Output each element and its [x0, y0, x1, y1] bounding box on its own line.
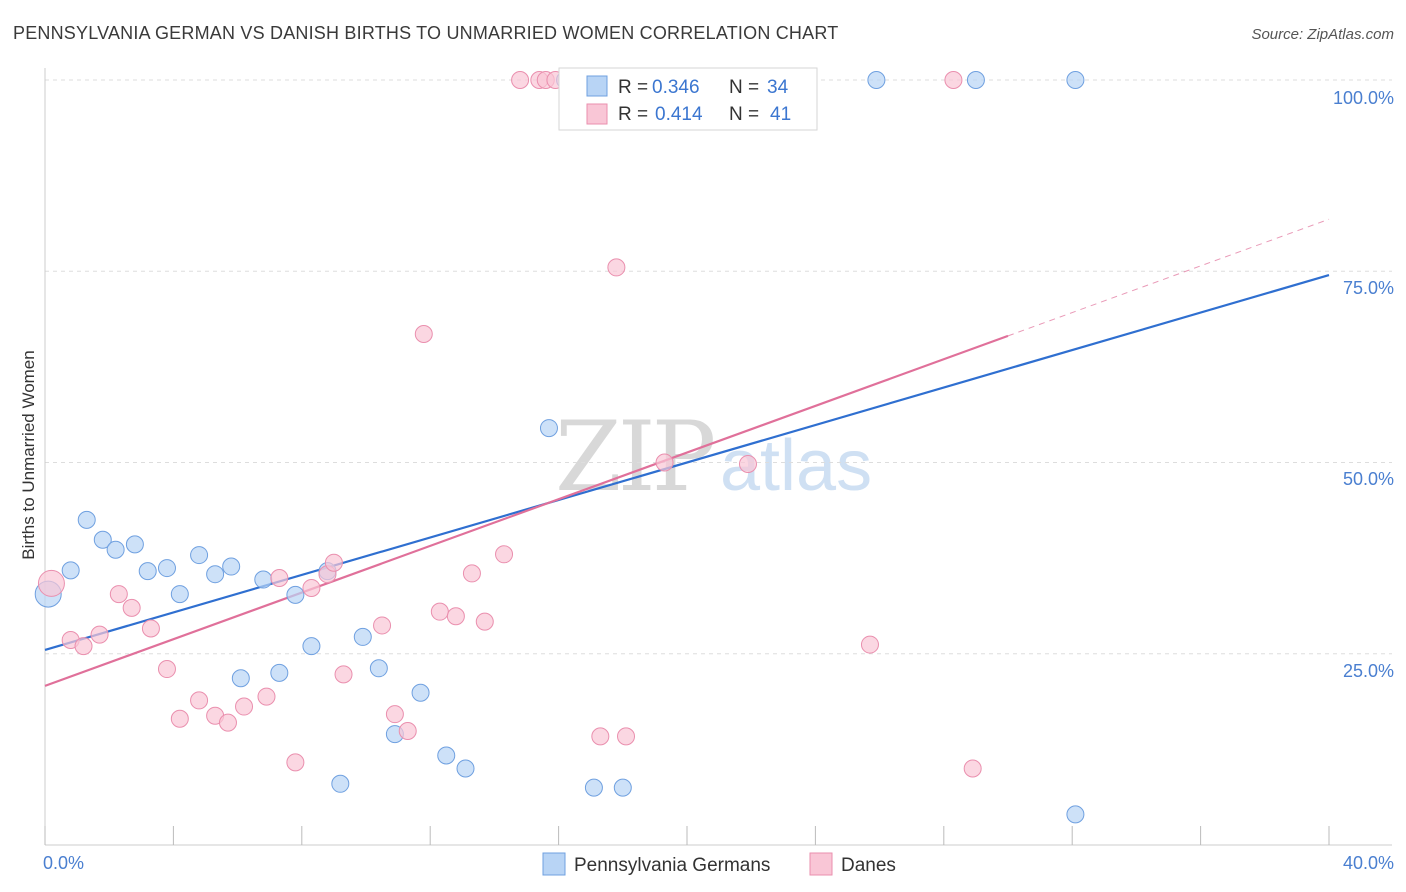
y-tick-label-25: 25.0% [1343, 661, 1394, 681]
data-point-series-1 [286, 585, 305, 604]
data-point-series-2 [414, 324, 433, 343]
legend-r-value-2: 0.414 [655, 104, 703, 125]
y-axis-label: Births to Unmarried Women [19, 350, 38, 559]
data-point-series-2 [141, 619, 160, 638]
data-point-series-1 [437, 746, 456, 765]
data-point-series-2 [302, 578, 321, 597]
data-point-series-2 [655, 453, 674, 472]
data-point-series-1 [302, 637, 321, 656]
data-point-series-2 [334, 665, 353, 684]
data-point-series-2 [963, 759, 982, 778]
x-tick-label-min: 0.0% [43, 853, 84, 873]
data-point-series-1 [170, 585, 189, 604]
data-point-series-2 [944, 71, 963, 89]
data-point-series-2 [257, 687, 276, 706]
data-point-series-2 [235, 697, 254, 716]
series-legend-label-pennsylvania-germans: Pennsylvania Germans [574, 855, 770, 876]
data-point-series-2 [617, 727, 636, 746]
legend-r-label-1: R = [618, 77, 648, 98]
data-point-series-2 [607, 258, 626, 277]
series-legend-swatch-blue [542, 852, 566, 876]
data-point-series-1 [1066, 71, 1085, 89]
data-point-series-1 [584, 778, 603, 797]
legend-n-label-2: N = [729, 104, 759, 125]
data-point-series-1 [1066, 805, 1085, 824]
trend-line-extension-series-2 [1007, 218, 1330, 337]
data-point-series-2 [446, 607, 465, 626]
y-tick-label-75: 75.0% [1343, 278, 1394, 298]
data-point-series-1 [966, 71, 985, 89]
data-point-series-1 [369, 659, 388, 678]
data-point-series-2 [738, 455, 757, 474]
data-point-series-2 [860, 635, 879, 654]
data-point-series-2 [170, 709, 189, 728]
data-point-series-2 [373, 616, 392, 635]
axis-layer [44, 68, 1392, 846]
data-point-series-2 [74, 637, 93, 656]
data-point-series-2 [157, 660, 176, 679]
data-point-series-2 [430, 602, 449, 621]
data-point-series-2 [475, 612, 494, 631]
data-point-series-1 [254, 570, 273, 589]
legend-r-value-1: 0.346 [652, 77, 700, 98]
data-point-series-1 [93, 530, 112, 549]
chart-source: Source: ZipAtlas.com [1251, 26, 1394, 43]
data-point-series-2 [109, 585, 128, 604]
series-legend-label-danes: Danes [841, 855, 896, 876]
grid-layer [45, 79, 1392, 655]
data-point-series-1 [77, 510, 96, 529]
data-point-series-1 [206, 565, 225, 584]
data-point-series-1 [867, 71, 886, 89]
data-point-series-1 [61, 561, 80, 580]
y-tick-label-50: 50.0% [1343, 469, 1394, 489]
data-point-series-2 [37, 569, 65, 597]
data-point-series-2 [90, 625, 109, 644]
data-point-series-1 [613, 778, 632, 797]
data-point-series-1 [190, 546, 209, 565]
x-tick-label-max: 40.0% [1343, 853, 1394, 873]
data-point-series-2 [190, 691, 209, 710]
data-point-series-1 [539, 419, 558, 438]
data-point-series-1 [138, 562, 157, 581]
y-tick-label-100: 100.0% [1333, 88, 1394, 108]
data-point-series-1 [331, 774, 350, 793]
data-point-series-1 [157, 559, 176, 578]
data-point-series-2 [398, 722, 417, 741]
data-point-series-2 [495, 545, 514, 564]
data-point-series-1 [411, 683, 430, 702]
series-legend-swatch-pink [809, 852, 833, 876]
legend-n-label-1: N = [729, 77, 759, 98]
data-point-series-1 [106, 540, 125, 559]
data-point-series-2 [286, 753, 305, 772]
data-point-series-1 [456, 759, 475, 778]
data-point-series-2 [591, 727, 610, 746]
data-point-series-2 [122, 598, 141, 617]
trend-layer [44, 218, 1330, 687]
data-point-series-1 [222, 557, 241, 576]
stats-legend: R = 0.346 N = 34 R = 0.414 N = 41 [558, 67, 818, 131]
data-point-series-2 [218, 713, 237, 732]
data-point-series-1 [353, 627, 372, 646]
chart-title: PENNSYLVANIA GERMAN VS DANISH BIRTHS TO … [13, 23, 838, 43]
data-point-series-1 [231, 669, 250, 688]
watermark-zip: ZIP [555, 401, 714, 513]
data-point-series-1 [270, 663, 289, 682]
data-point-series-2 [385, 705, 404, 724]
legend-swatch-blue [586, 75, 608, 97]
legend-n-value-1: 34 [767, 77, 789, 98]
data-point-series-1 [125, 535, 144, 554]
series-legend: Pennsylvania Germans Danes [542, 852, 896, 876]
trend-line-series-2 [44, 334, 1009, 687]
legend-r-label-2: R = [618, 104, 648, 125]
data-point-series-2 [270, 569, 289, 588]
data-point-series-2 [511, 71, 530, 89]
data-point-series-2 [462, 564, 481, 583]
data-point-series-2 [324, 553, 343, 572]
legend-n-value-2: 41 [770, 104, 791, 125]
legend-swatch-pink [586, 103, 608, 125]
